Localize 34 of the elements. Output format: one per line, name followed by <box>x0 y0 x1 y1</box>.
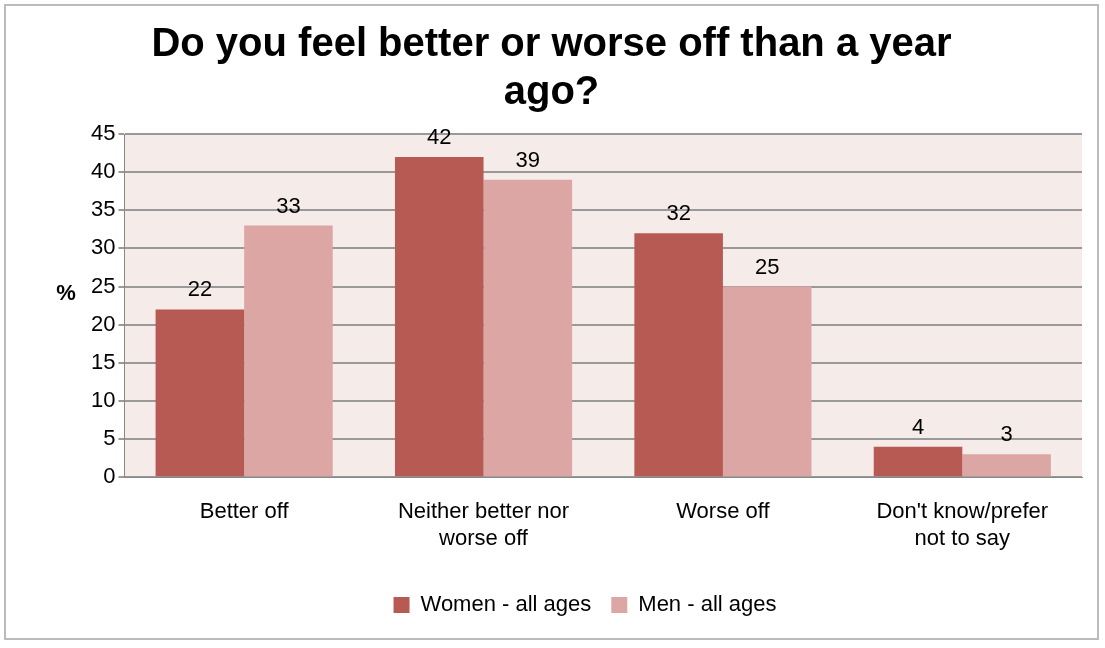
bar <box>244 225 333 477</box>
data-label: 42 <box>427 123 452 149</box>
y-tick-label: 25 <box>90 272 116 298</box>
data-label: 39 <box>515 146 541 172</box>
x-tick-label: Worse off <box>676 498 771 524</box>
y-tick-label: 0 <box>103 463 116 489</box>
y-axis-title: % <box>56 279 76 305</box>
legend-label: Men - all ages <box>638 591 777 617</box>
data-label: 3 <box>1000 421 1013 447</box>
data-label: 32 <box>666 200 691 226</box>
y-tick-label: 35 <box>90 196 116 222</box>
x-tick-label: Neither better nor worse off <box>397 498 570 550</box>
x-tick-label: Don't know/prefer not to say <box>876 498 1049 550</box>
chart-title: Do you feel better or worse off than a year ago? <box>150 19 953 114</box>
bar <box>634 233 723 477</box>
x-tick-label: Better off <box>199 498 290 524</box>
data-label: 25 <box>754 253 780 279</box>
data-label: 4 <box>911 413 925 439</box>
y-tick-label: 40 <box>90 158 116 184</box>
bar <box>722 286 812 477</box>
bar <box>155 309 245 477</box>
y-tick-label: 45 <box>90 120 116 146</box>
y-tick-label: 10 <box>90 387 116 412</box>
y-tick-label: 5 <box>103 425 116 451</box>
y-tick-label: 15 <box>90 348 116 374</box>
legend-label: Women - all ages <box>420 591 592 617</box>
data-label: 33 <box>276 192 301 218</box>
bar <box>394 156 484 477</box>
bar <box>483 179 573 477</box>
bar <box>962 454 1051 477</box>
y-tick-label: 30 <box>90 234 116 260</box>
y-tick-label: 20 <box>90 310 116 336</box>
bar <box>873 446 963 477</box>
data-label: 22 <box>187 276 213 302</box>
